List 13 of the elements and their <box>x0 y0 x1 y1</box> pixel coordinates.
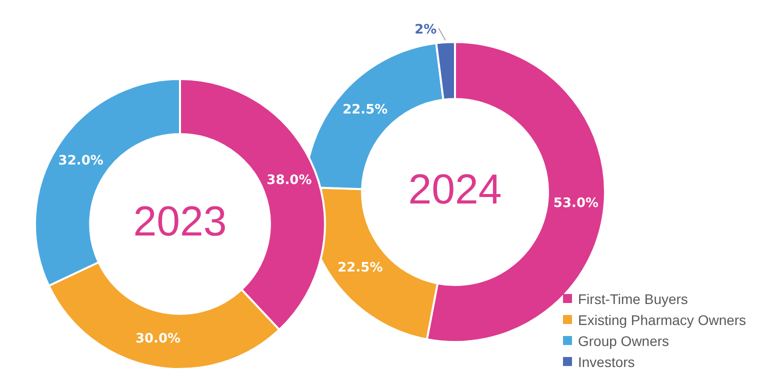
text: 2024 <box>408 166 502 213</box>
data-label: 38.0% <box>266 173 312 188</box>
data-label: 30.0% <box>135 332 181 347</box>
data-label: 32.0% <box>58 153 104 168</box>
legend-label: First-Time Buyers <box>578 290 688 306</box>
data-label: 22.5% <box>342 102 388 118</box>
legend-label: Group Owners <box>578 332 670 348</box>
legend-label: Investors <box>578 354 635 370</box>
text: 2023 <box>133 198 227 245</box>
legend-label: Existing Pharmacy Owners <box>578 312 746 328</box>
data-label: 53.0% <box>553 196 599 211</box>
data-label: 22.5% <box>338 260 383 276</box>
data-label: 2% <box>414 22 437 38</box>
